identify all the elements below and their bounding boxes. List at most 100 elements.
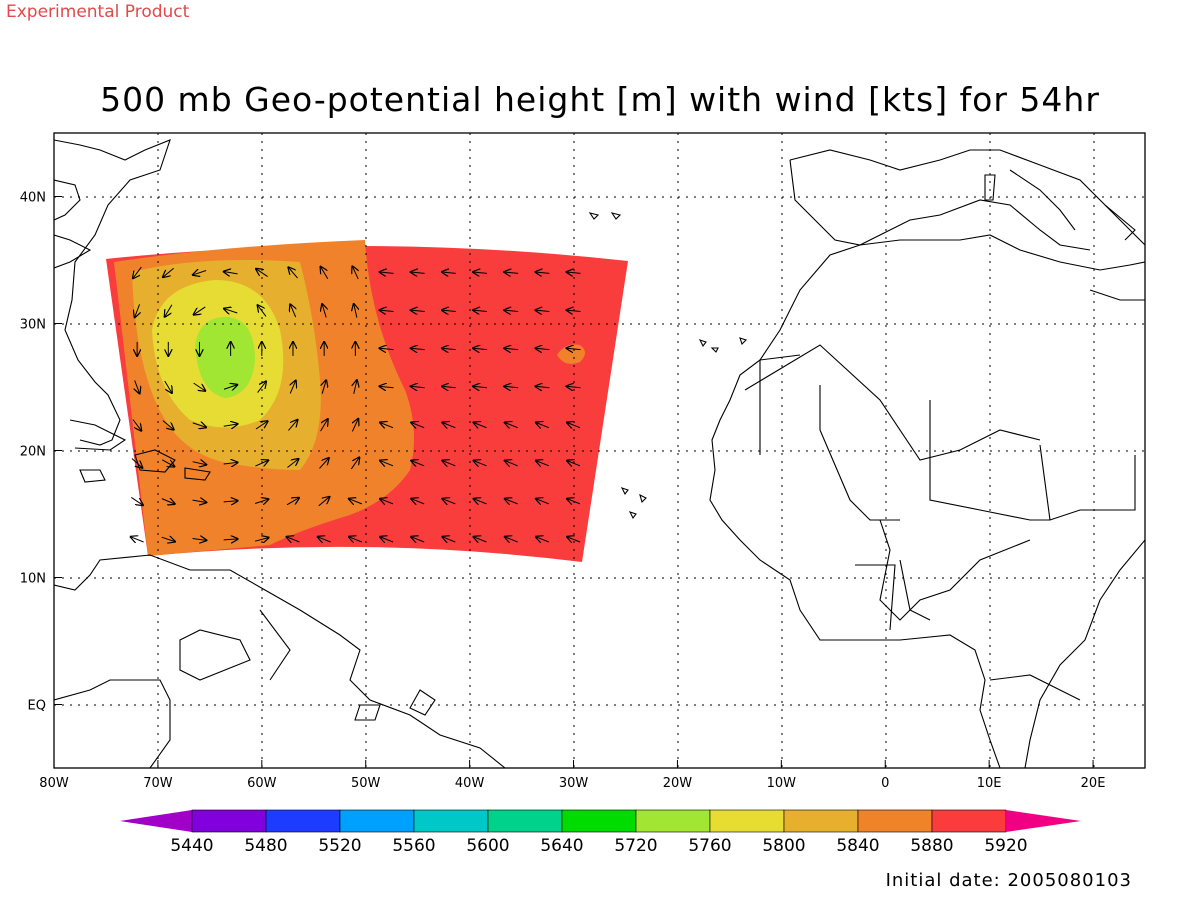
wind-arrow — [474, 537, 487, 542]
lat-ticks: 40N 30N 20N 10N EQ — [20, 191, 62, 714]
lon-tick-label: 70W — [143, 776, 173, 791]
wind-arrow — [192, 538, 207, 540]
wind-arrow — [505, 499, 518, 504]
wind-arrow — [132, 419, 141, 431]
colorbar-swatch — [857, 809, 933, 833]
wind-arrow — [193, 382, 206, 391]
wind-arrow — [321, 267, 329, 279]
lat-tick-label: 10N — [20, 572, 46, 587]
colorbar-swatch — [561, 809, 637, 833]
wind-arrow — [411, 348, 425, 349]
wind-arrow — [504, 348, 519, 349]
wind-arrow — [567, 348, 581, 349]
wind-arrow — [411, 272, 425, 273]
colorbar-under-arrow — [120, 810, 192, 832]
wind-arrow — [287, 459, 298, 468]
colorbar-label: 5480 — [244, 836, 287, 856]
wind-arrow — [322, 304, 326, 318]
wind-arrow — [474, 423, 487, 428]
colorbar-swatch — [635, 809, 711, 833]
map-title: 500 mb Geo-potential height [m] with win… — [100, 80, 1100, 119]
wind-arrow — [161, 537, 175, 541]
wind-arrow — [504, 310, 519, 311]
wind-arrow — [411, 461, 425, 466]
wind-arrow — [352, 419, 358, 432]
wind-arrow — [192, 423, 206, 427]
wind-arrow — [255, 421, 268, 430]
wind-arrow — [354, 304, 357, 318]
colorbar-label: 5440 — [170, 836, 213, 856]
lon-tick-label: 40W — [455, 776, 485, 791]
field-5720 — [195, 316, 255, 398]
wind-arrow — [161, 499, 175, 504]
wind-arrow — [349, 499, 363, 504]
wind-arrow — [442, 537, 456, 542]
colorbar-swatch — [783, 809, 859, 833]
wind-arrow — [223, 501, 238, 502]
wind-arrow — [135, 380, 140, 393]
wind-arrow — [536, 499, 550, 504]
wind-arrow — [163, 267, 174, 277]
wind-arrow — [442, 499, 456, 504]
wind-arrow — [411, 499, 425, 504]
wind-arrow — [535, 348, 550, 349]
wind-arrow — [318, 537, 331, 542]
colorbar-label: 5800 — [762, 836, 805, 856]
wind-arrow — [256, 269, 268, 277]
wind-arrow — [223, 462, 238, 464]
lon-tick-label: 10W — [767, 776, 797, 791]
wind-arrow — [505, 537, 518, 542]
wind-arrow — [504, 386, 519, 387]
wind-arrow — [254, 538, 269, 542]
lon-tick-label: 20E — [1081, 776, 1106, 791]
wind-arrow — [535, 272, 550, 273]
wind-arrow — [411, 423, 425, 428]
wind-arrow — [411, 537, 425, 542]
colorbar-swatch — [487, 809, 563, 833]
wind-arrow — [192, 462, 207, 465]
wind-arrow — [567, 461, 581, 466]
wind-arrow — [567, 310, 581, 311]
colorbar: 5440 5480 5520 5560 5600 5640 5720 5760 5800 5840… — [120, 809, 1081, 856]
wind-arrow — [192, 500, 207, 502]
wind-arrow — [286, 498, 299, 506]
wind-arrow — [505, 423, 518, 428]
wind-arrow — [442, 386, 456, 387]
colorbar-swatch — [191, 809, 267, 833]
coastlines — [54, 139, 1145, 768]
wind-arrow — [474, 461, 487, 466]
initial-date-label: Initial date: 2005080103 — [885, 870, 1132, 891]
wind-arrow — [224, 272, 238, 274]
wind-arrow — [288, 420, 297, 431]
lon-tick-label: 60W — [247, 776, 277, 791]
wind-arrow — [411, 310, 425, 311]
wind-arrow — [380, 310, 394, 311]
wind-arrow — [131, 458, 142, 468]
colorbar-label: 5520 — [318, 836, 361, 856]
wind-arrow — [319, 458, 328, 469]
lat-tick-label: EQ — [28, 699, 46, 714]
wind-arrow — [135, 304, 140, 317]
wind-arrow — [567, 423, 581, 428]
wind-arrow — [257, 381, 266, 393]
colorbar-swatch — [339, 809, 415, 833]
wind-arrow — [131, 537, 144, 542]
wind-arrow — [380, 461, 394, 466]
colorbar-label: 5880 — [910, 836, 953, 856]
wind-arrow — [286, 537, 300, 542]
height-field — [106, 240, 628, 562]
wind-arrow — [535, 386, 550, 387]
colorbar-label: 5720 — [614, 836, 657, 856]
lat-tick-label: 20N — [20, 445, 46, 460]
wind-arrow — [474, 499, 487, 504]
experimental-product-label: Experimental Product — [6, 2, 190, 22]
wind-arrow — [224, 309, 238, 313]
wind-arrow — [411, 386, 425, 387]
wind-vectors — [131, 266, 581, 542]
wind-arrow — [349, 537, 363, 542]
wind-arrow — [352, 266, 358, 280]
wind-arrow — [131, 497, 143, 505]
colorbar-swatch — [413, 809, 489, 833]
colorbar-swatch — [931, 809, 1007, 833]
wind-arrow — [320, 419, 328, 432]
